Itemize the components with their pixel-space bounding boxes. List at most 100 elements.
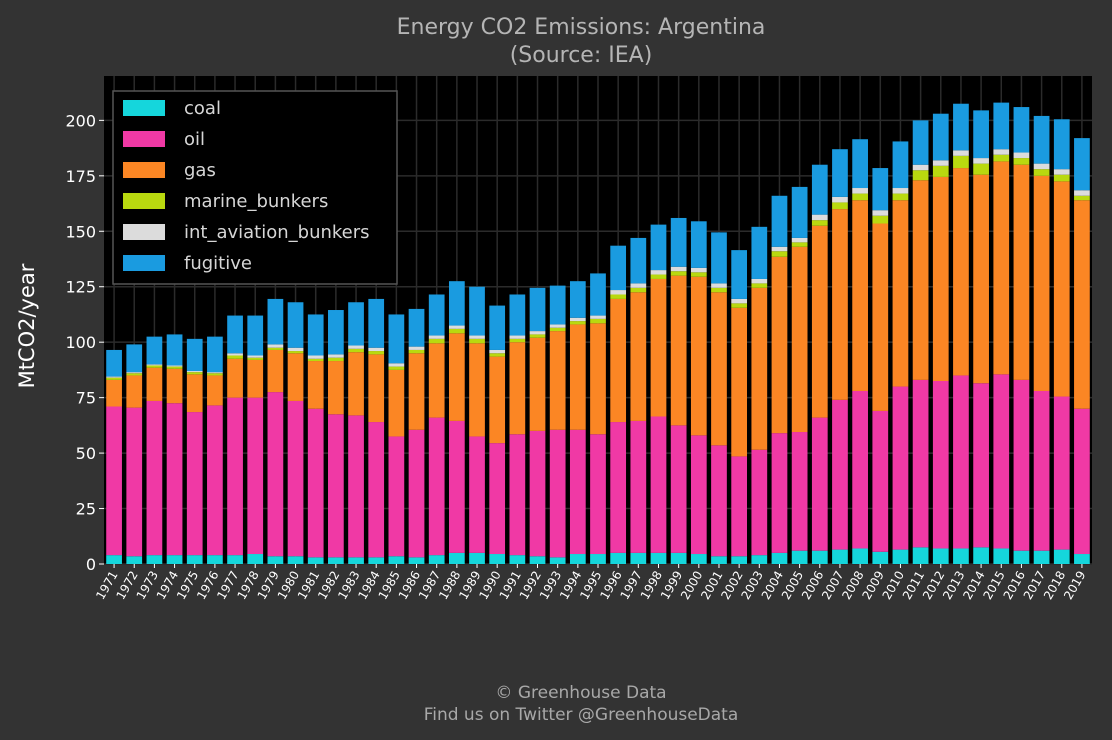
x-tick-label: 2019 xyxy=(1061,569,1088,602)
bar-oil-2006 xyxy=(811,417,828,551)
bar-coal-1981 xyxy=(307,557,324,564)
bar-int_aviation_bunkers-1984 xyxy=(368,347,385,352)
bar-fugitive-2015 xyxy=(993,102,1010,150)
bar-int_aviation_bunkers-2017 xyxy=(1033,163,1050,170)
bar-marine_bunkers-1992 xyxy=(529,334,546,338)
bar-marine_bunkers-1984 xyxy=(368,351,385,355)
bar-marine_bunkers-1985 xyxy=(388,366,405,370)
bar-marine_bunkers-1978 xyxy=(247,357,264,360)
bar-fugitive-2003 xyxy=(751,226,768,279)
bar-int_aviation_bunkers-1982 xyxy=(328,354,344,358)
bar-fugitive-1978 xyxy=(247,315,264,356)
bar-coal-2000 xyxy=(690,554,707,564)
bar-int_aviation_bunkers-2019 xyxy=(1074,190,1090,196)
bar-oil-2010 xyxy=(892,386,909,550)
bar-coal-1989 xyxy=(469,552,485,564)
bar-oil-2013 xyxy=(953,375,969,549)
bar-coal-1974 xyxy=(166,555,183,564)
bar-marine_bunkers-1977 xyxy=(227,355,243,359)
bar-marine_bunkers-2019 xyxy=(1074,195,1090,201)
bar-int_aviation_bunkers-1996 xyxy=(610,290,627,295)
y-tick-label: 0 xyxy=(86,555,96,574)
bar-marine_bunkers-2006 xyxy=(811,220,828,226)
bar-gas-1976 xyxy=(207,375,223,406)
bar-coal-1992 xyxy=(529,556,546,564)
bar-int_aviation_bunkers-1985 xyxy=(388,363,405,367)
bar-marine_bunkers-2017 xyxy=(1033,169,1050,176)
bar-marine_bunkers-2013 xyxy=(953,155,969,169)
bar-int_aviation_bunkers-1989 xyxy=(469,335,485,339)
bar-marine_bunkers-1996 xyxy=(610,294,627,299)
bar-marine_bunkers-1988 xyxy=(448,328,465,334)
bar-fugitive-2013 xyxy=(953,103,969,151)
bar-fugitive-2010 xyxy=(892,141,909,189)
bar-int_aviation_bunkers-1992 xyxy=(529,331,546,335)
bar-coal-2018 xyxy=(1053,549,1070,564)
y-tick-label: 25 xyxy=(76,500,96,519)
legend-label-gas: gas xyxy=(184,160,216,181)
bar-fugitive-1996 xyxy=(610,245,627,291)
bar-marine_bunkers-2018 xyxy=(1053,174,1070,182)
bar-oil-1982 xyxy=(328,414,344,558)
bar-gas-1984 xyxy=(368,354,385,423)
bar-oil-1992 xyxy=(529,430,546,557)
bar-oil-1984 xyxy=(368,422,385,558)
y-tick-label: 50 xyxy=(76,444,96,463)
bar-gas-1994 xyxy=(569,324,586,430)
bar-fugitive-1977 xyxy=(227,315,243,354)
bar-oil-1987 xyxy=(428,417,445,556)
bar-oil-1971 xyxy=(106,406,122,556)
bar-gas-1997 xyxy=(630,292,647,421)
bar-gas-1998 xyxy=(650,278,667,417)
bar-fugitive-2004 xyxy=(771,195,788,247)
bar-fugitive-1975 xyxy=(186,338,203,372)
bar-coal-1978 xyxy=(247,554,264,564)
bar-coal-2010 xyxy=(892,549,909,564)
bar-fugitive-2017 xyxy=(1033,115,1050,164)
bar-fugitive-1983 xyxy=(348,302,364,346)
bar-int_aviation_bunkers-1981 xyxy=(307,355,324,359)
bar-marine_bunkers-1982 xyxy=(328,357,344,362)
bar-int_aviation_bunkers-2001 xyxy=(711,283,727,288)
bar-gas-1992 xyxy=(529,337,546,431)
bar-coal-1987 xyxy=(428,555,445,564)
bar-coal-1991 xyxy=(509,555,526,564)
bar-coal-2004 xyxy=(771,552,788,564)
bar-oil-1972 xyxy=(126,407,143,557)
x-axis: 1971197219731974197519761977197819791980… xyxy=(93,564,1089,602)
bar-marine_bunkers-2005 xyxy=(791,242,808,247)
bar-coal-1993 xyxy=(549,557,566,564)
bar-fugitive-1985 xyxy=(388,314,405,364)
bar-oil-1973 xyxy=(146,400,163,556)
bar-int_aviation_bunkers-1988 xyxy=(448,325,465,329)
bar-int_aviation_bunkers-1997 xyxy=(630,283,647,288)
bar-oil-1990 xyxy=(489,443,506,555)
bar-marine_bunkers-1995 xyxy=(590,318,606,324)
y-tick-label: 175 xyxy=(65,167,96,186)
bar-int_aviation_bunkers-1979 xyxy=(267,344,284,348)
bar-oil-2001 xyxy=(711,445,727,557)
bar-coal-2001 xyxy=(711,556,727,564)
bar-oil-2012 xyxy=(932,381,949,549)
bar-gas-1995 xyxy=(590,323,606,435)
bar-oil-2015 xyxy=(993,374,1010,549)
bar-gas-1999 xyxy=(670,275,687,426)
bar-marine_bunkers-1973 xyxy=(146,365,163,368)
bar-oil-1997 xyxy=(630,420,647,553)
bar-int_aviation_bunkers-2002 xyxy=(731,298,748,304)
bar-coal-1986 xyxy=(408,557,425,564)
bar-fugitive-2002 xyxy=(731,250,748,299)
bar-marine_bunkers-2015 xyxy=(993,154,1010,162)
bar-int_aviation_bunkers-1972 xyxy=(126,372,143,374)
bar-gas-2010 xyxy=(892,200,909,387)
bar-marine_bunkers-2009 xyxy=(872,215,889,224)
bar-coal-1990 xyxy=(489,554,506,564)
bar-gas-2009 xyxy=(872,223,889,411)
bar-marine_bunkers-2004 xyxy=(771,251,788,257)
bar-int_aviation_bunkers-1983 xyxy=(348,345,364,349)
legend-box xyxy=(112,90,398,285)
bar-fugitive-1984 xyxy=(368,298,385,348)
bar-int_aviation_bunkers-1999 xyxy=(670,266,687,272)
bar-fugitive-1991 xyxy=(509,294,526,336)
bar-oil-2003 xyxy=(751,449,768,556)
